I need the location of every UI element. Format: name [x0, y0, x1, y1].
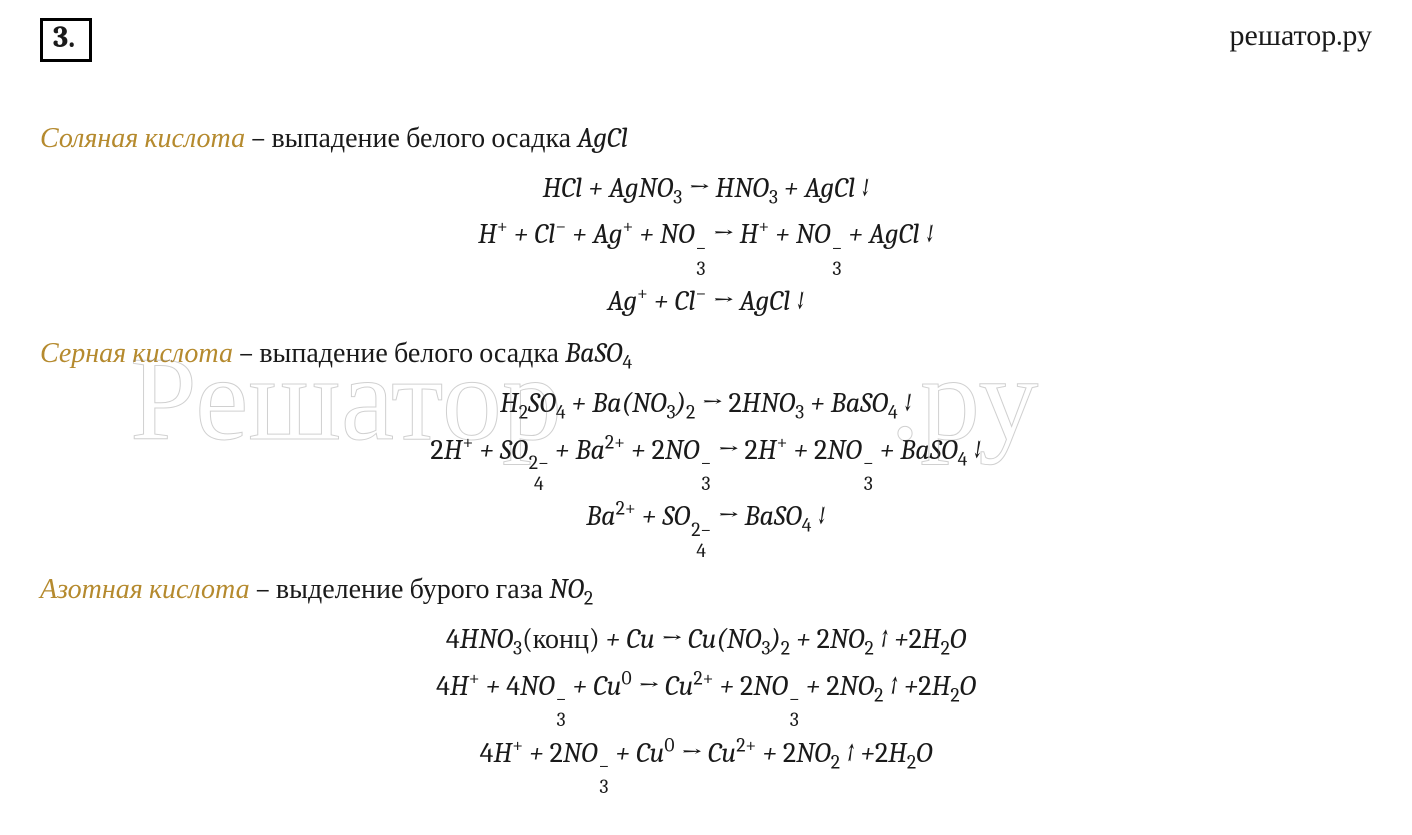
equation-block: H2SO4 + Ba(NO3)2 → 2HNO3 + BaSO4 ↓2H+ + … [40, 380, 1372, 560]
section-heading: Азотная кислота – выделение бурого газа … [40, 568, 1372, 610]
equation: 2H+ + SO2−4 + Ba2+ + 2NO−3 → 2H+ + 2NO−3… [40, 427, 1372, 494]
section-title: Соляная кислота [40, 122, 245, 154]
section-dash: – [233, 337, 259, 369]
section-desc-formula: AgCl [577, 122, 628, 154]
header-row: 3. решатор.ру [40, 18, 1372, 62]
equation: 4HNO3(конц) + Cu → Cu(NO3)2 + 2NO2 ↑ +2H… [40, 616, 1372, 662]
section-title: Азотная кислота [40, 573, 250, 605]
equation: H2SO4 + Ba(NO3)2 → 2HNO3 + BaSO4 ↓ [40, 380, 1372, 426]
equation: 4H+ + 4NO−3 + Cu0 → Cu2+ + 2NO−3 + 2NO2 … [40, 663, 1372, 730]
equation: HCl + AgNO3 → HNO3 + AgCl ↓ [40, 165, 1372, 211]
section-desc: выделение бурого газа [276, 573, 549, 605]
site-label: решатор.ру [1230, 18, 1372, 53]
section-desc-formula: NO2 [549, 573, 593, 605]
section-heading: Соляная кислота – выпадение белого осадк… [40, 117, 1372, 159]
section-title: Серная кислота [40, 337, 233, 369]
equation-block: HCl + AgNO3 → HNO3 + AgCl ↓H+ + Cl− + Ag… [40, 165, 1372, 324]
section-dash: – [250, 573, 276, 605]
section-desc-formula: BaSO4 [565, 337, 632, 369]
equation: H+ + Cl− + Ag+ + NO−3 → H+ + NO−3 + AgCl… [40, 211, 1372, 278]
section-desc: выпадение белого осадка [259, 337, 565, 369]
equation-block: 4HNO3(конц) + Cu → Cu(NO3)2 + 2NO2 ↑ +2H… [40, 616, 1372, 796]
problem-number: 3. [40, 18, 92, 62]
content: Соляная кислота – выпадение белого осадк… [40, 117, 1372, 797]
page-root: 3. решатор.ру Соляная кислота – выпадени… [0, 0, 1412, 835]
section-desc: выпадение белого осадка [271, 122, 577, 154]
equation: Ba2+ + SO2−4 → BaSO4 ↓ [40, 493, 1372, 560]
section-dash: – [245, 122, 271, 154]
equation: 4H+ + 2NO−3 + Cu0 → Cu2+ + 2NO2 ↑ +2H2O [40, 730, 1372, 797]
section-heading: Серная кислота – выпадение белого осадка… [40, 332, 1372, 374]
equation: Ag+ + Cl− → AgCl ↓ [40, 278, 1372, 324]
